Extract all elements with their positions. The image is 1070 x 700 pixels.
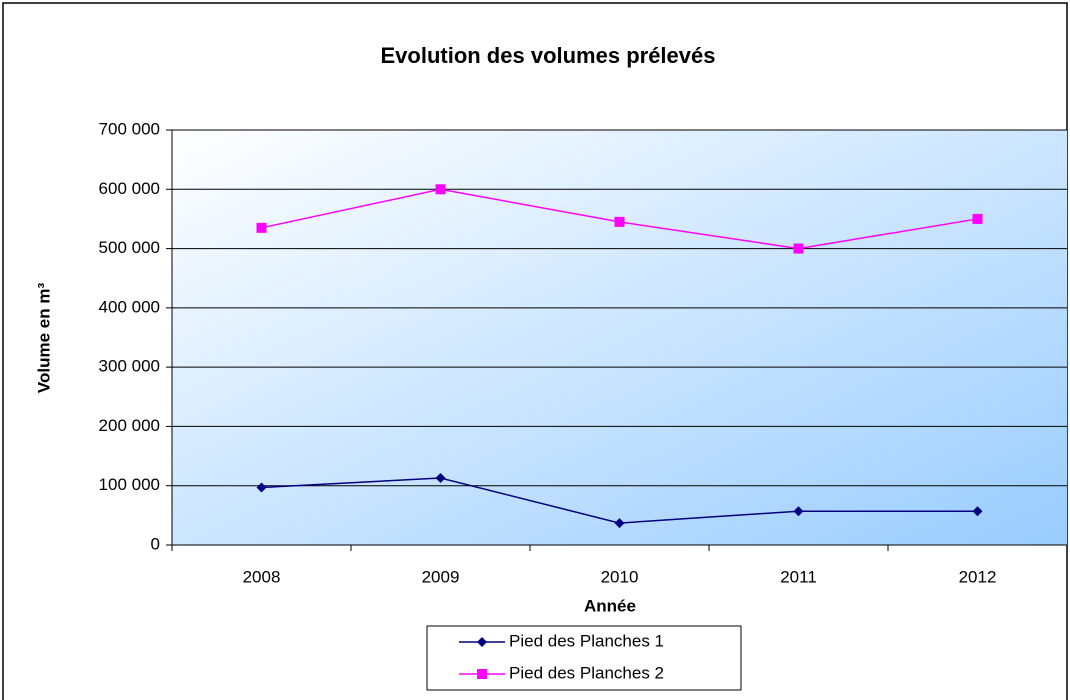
marker xyxy=(256,482,267,493)
x-tick-label: 2009 xyxy=(422,567,460,586)
x-axis-title: Année xyxy=(584,596,636,615)
marker xyxy=(477,669,487,679)
marker xyxy=(256,222,267,233)
marker xyxy=(793,243,804,254)
marker xyxy=(614,216,625,227)
marker xyxy=(972,506,983,517)
x-tick-label: 2012 xyxy=(959,567,997,586)
legend-label: Pied des Planches 1 xyxy=(509,631,664,650)
y-tick-label: 600 000 xyxy=(99,179,160,198)
marker xyxy=(477,637,487,647)
y-tick-label: 200 000 xyxy=(99,416,160,435)
y-tick-label: 100 000 xyxy=(99,475,160,494)
x-tick-label: 2010 xyxy=(601,567,639,586)
chart-title: Evolution des volumes prélevés xyxy=(380,43,715,68)
legend-label: Pied des Planches 2 xyxy=(509,663,664,682)
legend-box xyxy=(426,625,742,691)
marker xyxy=(614,518,625,529)
y-tick-label: 0 xyxy=(151,534,160,553)
y-tick-label: 400 000 xyxy=(99,297,160,316)
plot-area xyxy=(172,130,1067,545)
x-tick-label: 2011 xyxy=(780,567,817,586)
marker xyxy=(793,506,804,517)
marker xyxy=(972,213,983,224)
y-tick-label: 500 000 xyxy=(99,238,160,257)
y-tick-label: 300 000 xyxy=(99,357,160,376)
x-tick-label: 2008 xyxy=(243,567,281,586)
marker xyxy=(435,184,446,195)
y-tick-label: 700 000 xyxy=(99,119,160,138)
marker xyxy=(435,473,446,484)
y-axis-title: Volume en m³ xyxy=(34,283,53,394)
